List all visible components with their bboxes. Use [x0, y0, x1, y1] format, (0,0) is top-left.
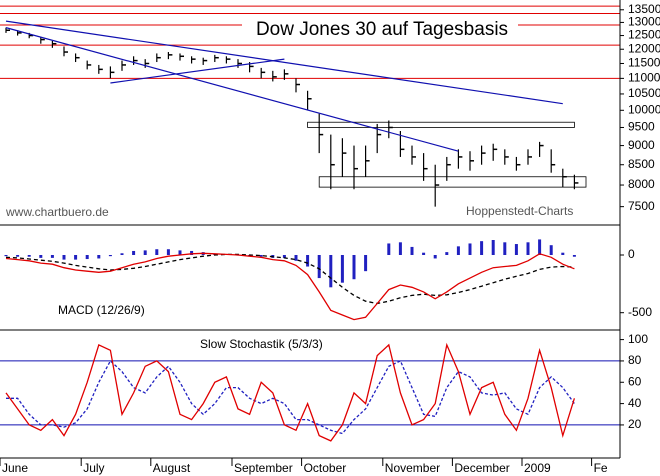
histogram-bar — [480, 241, 484, 255]
histogram-bar — [259, 255, 263, 257]
histogram-bar — [572, 255, 576, 257]
y-tick-label: 11000 — [628, 71, 660, 85]
histogram-bar — [4, 255, 8, 257]
x-tick-label: Fe — [594, 461, 608, 475]
histogram-bar — [282, 255, 286, 258]
range-box — [307, 121, 575, 128]
histogram-bar — [340, 255, 344, 283]
y-tick-label: 9500 — [628, 120, 655, 134]
histogram-bar — [329, 255, 333, 288]
histogram-bar — [561, 252, 565, 255]
histogram-bar — [143, 250, 147, 255]
x-tick-label: October — [304, 461, 347, 475]
histogram-bar — [166, 249, 170, 255]
histogram-bar — [456, 246, 460, 255]
histogram-bar — [422, 252, 426, 255]
histogram-bar — [132, 250, 136, 255]
y-tick-label: 7500 — [628, 199, 655, 213]
histogram-bar — [39, 255, 43, 258]
y-tick-label: 40 — [628, 396, 642, 410]
x-tick-label: August — [153, 461, 191, 475]
histogram-bar — [468, 243, 472, 255]
x-tick-label: June — [2, 461, 28, 475]
histogram-bar — [50, 255, 54, 258]
title-background — [242, 17, 518, 43]
histogram-bar — [27, 255, 31, 257]
y-tick-label: 9000 — [628, 138, 655, 152]
histogram-bar — [398, 242, 402, 255]
signal-line — [5, 253, 575, 305]
y-tick-label: 10500 — [628, 86, 660, 100]
x-tick-label: 2009 — [524, 461, 551, 475]
histogram-bar — [549, 245, 553, 255]
histogram-bar — [526, 242, 530, 255]
annotation: www.chartbuero.de — [5, 205, 109, 219]
trend-line — [110, 58, 285, 84]
histogram-bar — [445, 252, 449, 255]
histogram-bar — [62, 255, 66, 260]
x-tick-label: December — [454, 461, 509, 475]
histogram-bar — [294, 255, 298, 261]
y-tick-label: 12500 — [628, 28, 660, 42]
y-tick-label: 100 — [628, 332, 648, 346]
y-tick-label: 80 — [628, 353, 642, 367]
histogram-bar — [74, 255, 78, 260]
histogram-bar — [85, 255, 89, 260]
y-tick-label: 8500 — [628, 157, 655, 171]
k-line — [5, 342, 576, 442]
histogram-bar — [538, 239, 542, 255]
histogram-bar — [410, 246, 414, 255]
y-tick-label: 10000 — [628, 102, 660, 116]
histogram-bar — [352, 255, 356, 280]
histogram-bar — [433, 255, 437, 259]
histogram-bar — [364, 255, 368, 272]
histogram-bar — [178, 250, 182, 255]
range-box — [318, 176, 587, 188]
y-tick-label: 20 — [628, 417, 642, 431]
histogram-bar — [155, 249, 159, 255]
y-tick-label: 13500 — [628, 2, 660, 16]
y-tick-label: 60 — [628, 374, 642, 388]
histogram-bar — [16, 255, 20, 257]
histogram-bar — [387, 243, 391, 255]
y-tick-label: 8000 — [628, 177, 655, 191]
panel-title: Slow Stochastik (5/3/3) — [200, 337, 323, 351]
chart-title: Dow Jones 30 auf Tagesbasis — [256, 19, 508, 40]
histogram-bar — [514, 244, 518, 255]
y-tick-label: 12000 — [628, 41, 660, 55]
y-tick-label: 0 — [628, 247, 635, 261]
x-tick-label: July — [83, 461, 104, 475]
y-tick-label: 13000 — [628, 15, 660, 29]
histogram-bar — [317, 255, 321, 279]
histogram-bar — [190, 250, 194, 255]
panel-title: MACD (12/26/9) — [58, 303, 145, 317]
histogram-bar — [120, 253, 124, 255]
histogram-bar — [491, 240, 495, 255]
histogram-bar — [97, 255, 101, 259]
trend-line — [5, 20, 563, 105]
trend-line — [5, 27, 459, 152]
histogram-bar — [503, 242, 507, 255]
x-tick-label: November — [385, 461, 440, 475]
histogram-bar — [108, 255, 112, 257]
y-tick-label: -500 — [628, 305, 652, 319]
histogram-bar — [306, 255, 310, 267]
x-tick-label: September — [234, 461, 293, 475]
annotation: Hoppenstedt-Charts — [466, 204, 573, 218]
macd-line — [5, 252, 575, 321]
y-tick-label: 11500 — [628, 56, 660, 70]
